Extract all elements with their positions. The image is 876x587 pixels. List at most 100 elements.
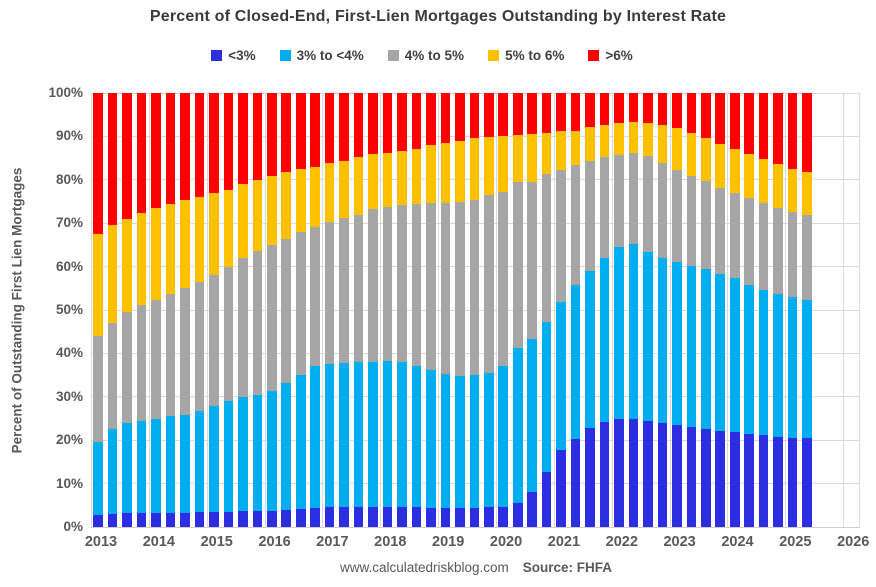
bar-segment-3	[787, 437, 798, 527]
gridline-h-100	[91, 92, 860, 94]
bar-segment-3	[324, 507, 335, 527]
bar-segment-4to5	[165, 293, 176, 417]
bar-segment-6	[773, 93, 783, 165]
bar-segment-5to6	[585, 127, 595, 162]
bar-2017-Q3	[353, 93, 364, 527]
bar-segment-5to6	[556, 131, 566, 170]
bar-segment-5to6	[469, 138, 480, 200]
bar-segment-3to4	[267, 391, 277, 511]
bar-segment-4to5	[672, 169, 682, 262]
bar-segment-5to6	[151, 208, 161, 300]
bar-segment-6	[455, 93, 465, 142]
bar-segment-5to6	[310, 166, 320, 227]
bar-segment-3	[455, 507, 465, 527]
bar-segment-5to6	[614, 122, 624, 155]
bar-segment-6	[440, 93, 451, 144]
bar-segment-3to4	[165, 416, 176, 513]
bar-segment-4to5	[238, 258, 248, 397]
bar-segment-5to6	[570, 130, 581, 166]
bar-segment-3to4	[151, 418, 161, 513]
bar-segment-5to6	[672, 127, 682, 170]
bar-segment-6	[368, 93, 378, 155]
bar-segment-6	[281, 93, 292, 173]
bar-segment-4to5	[368, 209, 378, 362]
legend-label: 5% to 6%	[505, 48, 565, 63]
bar-segment-4to5	[455, 202, 465, 376]
bar-2022-Q4	[657, 93, 668, 527]
bar-2024-Q1	[729, 93, 740, 527]
bar-segment-5to6	[657, 125, 668, 163]
bar-segment-4to5	[411, 204, 422, 366]
bar-2016-Q4	[310, 93, 320, 527]
bar-2019-Q4	[484, 93, 494, 527]
y-tick-label-10: 10%	[55, 475, 83, 491]
bar-segment-4to5	[758, 202, 769, 290]
bar-2021-Q3	[585, 93, 595, 527]
bar-segment-6	[382, 93, 393, 153]
bar-segment-6	[310, 93, 320, 167]
bar-segment-4to5	[122, 312, 132, 423]
bar-2025-Q2	[802, 93, 812, 527]
bar-segment-5to6	[194, 196, 205, 282]
bar-segment-4to5	[498, 191, 509, 367]
bar-segment-3to4	[209, 406, 219, 512]
bar-segment-3to4	[512, 348, 523, 504]
bar-segment-4to5	[223, 266, 234, 402]
bar-segment-3	[527, 491, 537, 527]
bar-segment-3to4	[686, 266, 697, 428]
bar-segment-3	[411, 507, 422, 527]
bar-segment-4to5	[339, 218, 349, 363]
bar-segment-3	[267, 510, 277, 527]
bar-segment-4to5	[136, 304, 147, 422]
bar-segment-6	[686, 93, 697, 134]
gridline-v-2018	[380, 93, 382, 527]
bar-2013-Q4	[136, 93, 147, 527]
x-tick-label-2025: 2025	[779, 534, 812, 550]
bar-2018-Q4	[426, 93, 436, 527]
legend-swatch-icon	[279, 50, 291, 61]
bar-segment-3	[382, 506, 393, 527]
bar-segment-6	[107, 93, 118, 226]
bar-2023-Q1	[672, 93, 682, 527]
bar-segment-6	[223, 93, 234, 191]
bar-segment-6	[715, 93, 726, 144]
gridline-v-2019	[438, 93, 440, 527]
bar-2013-Q3	[122, 93, 132, 527]
bar-segment-5to6	[440, 143, 451, 204]
gridline-h-0	[91, 526, 860, 528]
bar-2016-Q3	[295, 93, 306, 527]
bar-segment-3	[122, 513, 132, 527]
bar-segment-3to4	[700, 268, 711, 429]
bar-segment-3to4	[339, 362, 349, 508]
bar-segment-3	[585, 428, 595, 527]
bar-segment-3to4	[455, 375, 465, 508]
bar-2018-Q2	[397, 93, 407, 527]
bar-2020-Q3	[527, 93, 537, 527]
bar-segment-5to6	[455, 141, 465, 203]
x-tick-label-2024: 2024	[721, 534, 754, 550]
bar-segment-3to4	[107, 429, 118, 514]
bar-2020-Q1	[498, 93, 509, 527]
bar-2020-Q2	[512, 93, 523, 527]
y-tick-label-100: 100%	[48, 85, 83, 100]
legend-label: 4% to 5%	[404, 48, 465, 63]
bar-segment-4to5	[267, 244, 277, 392]
legend: <3% 3% to <4% 4% to 5% 5% to 6% >6%	[0, 48, 860, 63]
bar-segment-3to4	[498, 366, 509, 507]
bar-segment-6	[758, 93, 769, 160]
bar-segment-4to5	[715, 187, 726, 275]
bar-segment-3to4	[397, 362, 407, 508]
bar-segment-4to5	[512, 182, 523, 349]
bar-2023-Q2	[686, 93, 697, 527]
bar-segment-3to4	[585, 271, 595, 429]
bar-segment-4to5	[802, 215, 812, 300]
bar-segment-4to5	[194, 281, 205, 412]
bar-segment-5to6	[353, 156, 364, 215]
bar-segment-6	[93, 93, 104, 235]
bar-segment-3	[180, 512, 190, 527]
bar-segment-6	[628, 93, 639, 123]
bar-segment-6	[643, 93, 653, 123]
bar-segment-3to4	[310, 366, 320, 509]
bar-segment-4to5	[93, 336, 104, 443]
bar-segment-5to6	[729, 149, 740, 193]
